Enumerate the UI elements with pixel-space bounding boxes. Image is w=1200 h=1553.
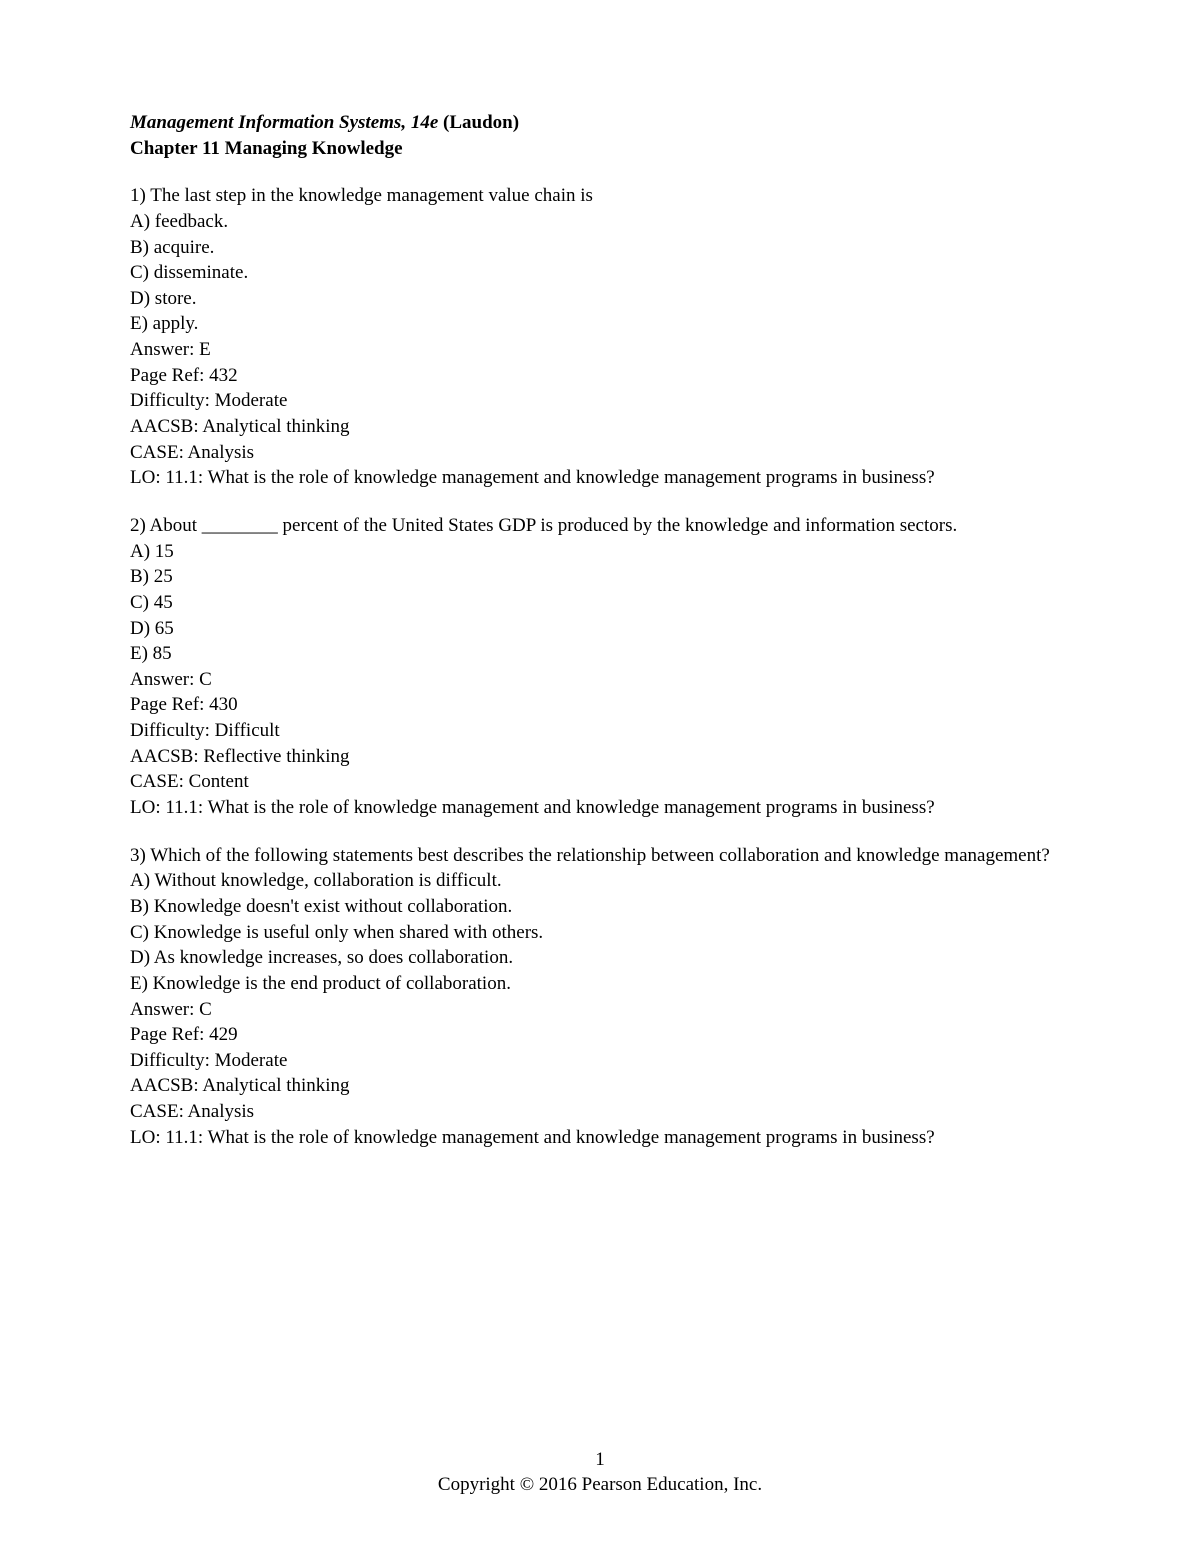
- copyright-text: Copyright © 2016 Pearson Education, Inc.: [0, 1472, 1200, 1498]
- question-option: A) feedback.: [130, 209, 1070, 235]
- question-block: 2) About ________ percent of the United …: [130, 513, 1070, 821]
- document-page: Management Information Systems, 14e (Lau…: [0, 0, 1200, 1553]
- question-pageref: Page Ref: 429: [130, 1022, 1070, 1048]
- question-stem: 2) About ________ percent of the United …: [130, 513, 1070, 539]
- question-difficulty: Difficulty: Moderate: [130, 1048, 1070, 1074]
- question-option: E) Knowledge is the end product of colla…: [130, 971, 1070, 997]
- question-difficulty: Difficulty: Moderate: [130, 388, 1070, 414]
- question-option: D) store.: [130, 286, 1070, 312]
- question-block: 3) Which of the following statements bes…: [130, 843, 1070, 1151]
- question-option: E) 85: [130, 641, 1070, 667]
- question-lo: LO: 11.1: What is the role of knowledge …: [130, 795, 1070, 821]
- page-footer: 1 Copyright © 2016 Pearson Education, In…: [0, 1447, 1200, 1498]
- question-option: C) 45: [130, 590, 1070, 616]
- question-case: CASE: Content: [130, 769, 1070, 795]
- question-aacsb: AACSB: Analytical thinking: [130, 414, 1070, 440]
- question-option: B) acquire.: [130, 235, 1070, 261]
- question-option: D) 65: [130, 616, 1070, 642]
- question-option: E) apply.: [130, 311, 1070, 337]
- question-option: A) 15: [130, 539, 1070, 565]
- question-option: A) Without knowledge, collaboration is d…: [130, 868, 1070, 894]
- question-lo: LO: 11.1: What is the role of knowledge …: [130, 1125, 1070, 1151]
- question-answer: Answer: C: [130, 997, 1070, 1023]
- question-answer: Answer: E: [130, 337, 1070, 363]
- question-aacsb: AACSB: Reflective thinking: [130, 744, 1070, 770]
- question-option: B) 25: [130, 564, 1070, 590]
- question-difficulty: Difficulty: Difficult: [130, 718, 1070, 744]
- question-case: CASE: Analysis: [130, 440, 1070, 466]
- question-case: CASE: Analysis: [130, 1099, 1070, 1125]
- questions-container: 1) The last step in the knowledge manage…: [130, 183, 1070, 1150]
- question-lo: LO: 11.1: What is the role of knowledge …: [130, 465, 1070, 491]
- question-aacsb: AACSB: Analytical thinking: [130, 1073, 1070, 1099]
- question-option: C) disseminate.: [130, 260, 1070, 286]
- question-option: B) Knowledge doesn't exist without colla…: [130, 894, 1070, 920]
- question-block: 1) The last step in the knowledge manage…: [130, 183, 1070, 491]
- chapter-title: Chapter 11 Managing Knowledge: [130, 136, 1070, 162]
- question-option: D) As knowledge increases, so does colla…: [130, 945, 1070, 971]
- page-number: 1: [0, 1447, 1200, 1473]
- question-pageref: Page Ref: 432: [130, 363, 1070, 389]
- question-stem: 3) Which of the following statements bes…: [130, 843, 1070, 869]
- question-answer: Answer: C: [130, 667, 1070, 693]
- document-header: Management Information Systems, 14e (Lau…: [130, 110, 1070, 161]
- book-title-line: Management Information Systems, 14e (Lau…: [130, 110, 1070, 136]
- book-author: (Laudon): [438, 112, 519, 133]
- question-option: C) Knowledge is useful only when shared …: [130, 920, 1070, 946]
- question-pageref: Page Ref: 430: [130, 692, 1070, 718]
- book-title: Management Information Systems, 14e: [130, 112, 438, 133]
- question-stem: 1) The last step in the knowledge manage…: [130, 183, 1070, 209]
